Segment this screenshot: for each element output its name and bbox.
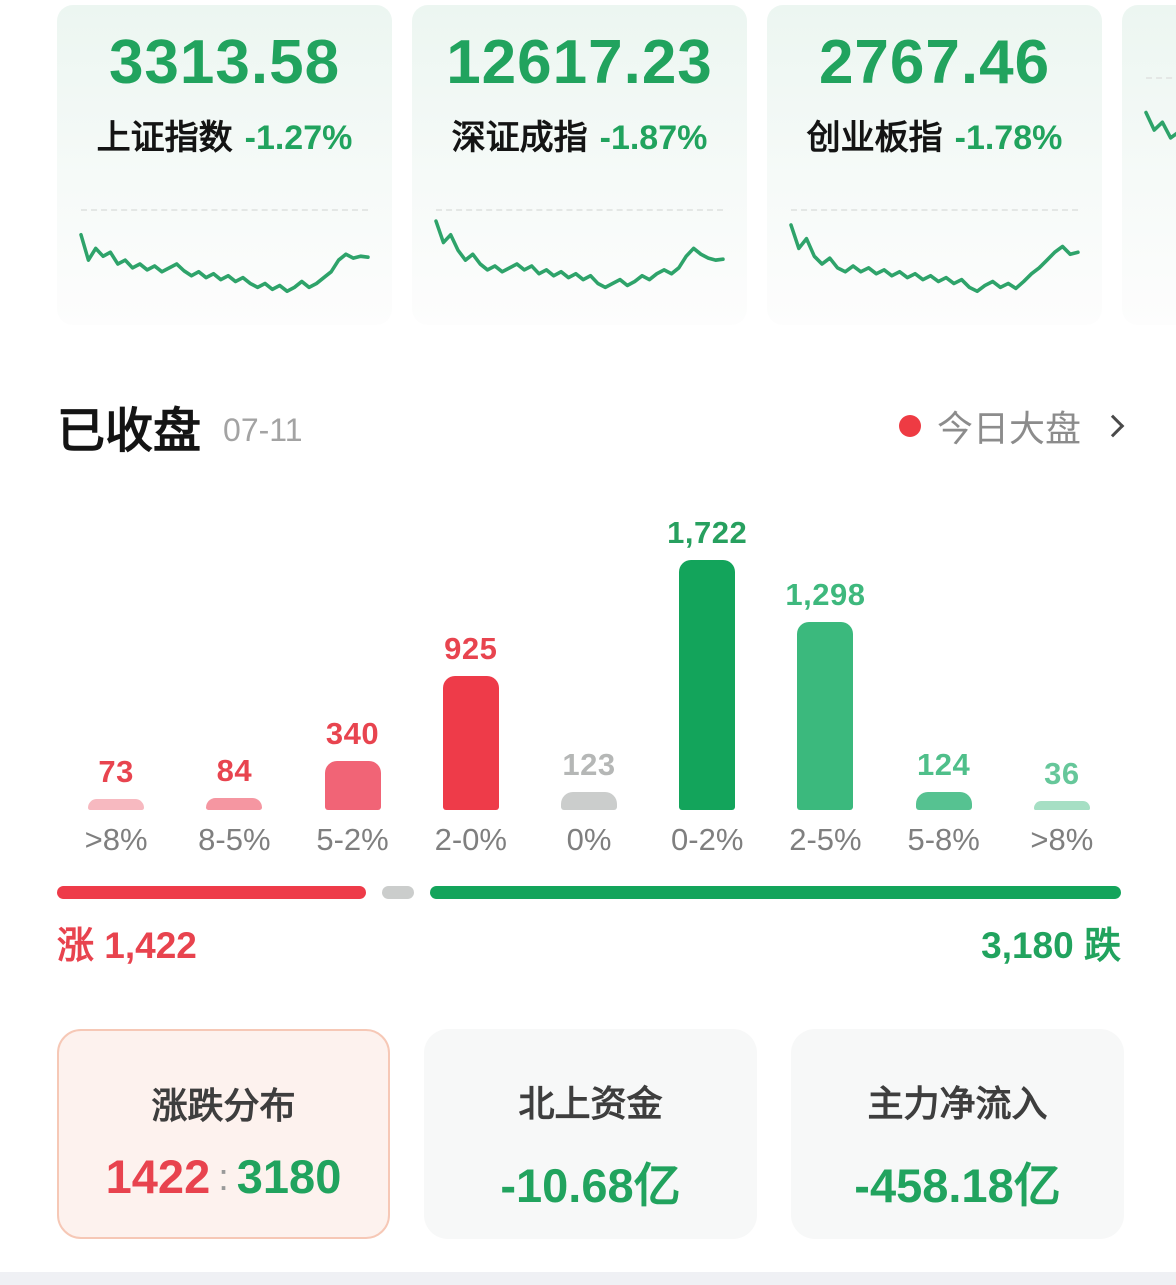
index-card-chinext[interactable]: 2767.46 创业板指 -1.78% (767, 5, 1102, 325)
bar-rect (560, 792, 617, 810)
bar-column-0: 73 >8% (57, 754, 175, 862)
ratio-separator: : (218, 1157, 229, 1199)
bar-value-label: 84 (216, 752, 253, 788)
sparkline-reference-line (1146, 77, 1176, 79)
bar-value-label: 1,722 (667, 515, 748, 550)
bar-rect (797, 621, 854, 810)
bar-column-7: 124 5-8% (885, 747, 1003, 862)
sparkline-svg (434, 219, 725, 290)
bar-column-6: 1,298 2-5% (766, 577, 884, 862)
bar-value-label: 340 (325, 715, 380, 751)
index-value: 12617.23 (446, 28, 713, 97)
sparkline-reference-line (81, 209, 368, 211)
sparkline-chart (1144, 77, 1176, 187)
bar-category-label: >8% (84, 822, 148, 857)
card-advance-decline-distribution[interactable]: 涨跌分布 1422:3180 (57, 1029, 390, 1239)
up-count: 1422 (105, 1150, 211, 1203)
index-card-partial[interactable] (1122, 5, 1176, 325)
bar-rect (88, 799, 145, 810)
bar-category-label: 0% (566, 822, 612, 857)
index-name: 上证指数 (96, 119, 233, 157)
bottom-divider-band (0, 1272, 1176, 1285)
bar-rect (324, 760, 381, 810)
bar-value-label: 36 (1044, 756, 1080, 791)
chevron-right-icon (1101, 414, 1125, 438)
summary-card-row: 涨跌分布 1422:3180 北上资金 -10.68亿 主力净流入 -458.1… (57, 1029, 1124, 1239)
bar-column-5: 1,722 0-2% (648, 515, 766, 862)
bar-value-label: 124 (917, 747, 971, 782)
index-card-shanghai[interactable]: 3313.58 上证指数 -1.27% (57, 5, 392, 325)
index-value: 3313.58 (108, 28, 341, 97)
bar-category-label: 5-8% (907, 822, 980, 857)
bar-column-4: 123 0% (530, 747, 648, 862)
bar-rect (915, 792, 972, 810)
advance-decline-ratio-bar (57, 886, 1121, 899)
section-header: 已收盘 07-11 今日大盘 (57, 396, 1125, 458)
card-value: 1422:3180 (59, 1149, 388, 1204)
bar-category-label: 0-2% (671, 822, 744, 857)
bar-rect (1033, 801, 1090, 810)
market-status-title: 已收盘 (57, 405, 202, 458)
bar-value-label: 1,298 (785, 576, 866, 612)
bar-value-label: 925 (444, 630, 498, 666)
card-title: 主力净流入 (867, 1083, 1048, 1124)
bar-value-label: 73 (98, 754, 134, 790)
index-card-row: 3313.58 上证指数 -1.27% 12617.23 深证成指 -1.87%… (0, 5, 1176, 325)
card-value: -10.68亿 (500, 1159, 681, 1212)
down-count: 3180 (236, 1150, 342, 1203)
bar-category-label: 5-2% (316, 822, 389, 857)
bar-column-8: 36 >8% (1003, 756, 1121, 862)
ratio-segment-flat (382, 886, 414, 899)
bar-column-1: 84 8-5% (175, 753, 293, 862)
ratio-labels: 涨 1,422 3,180 跌 (57, 915, 1121, 969)
advancers-count: 涨 1,422 (57, 925, 197, 966)
index-change: -1.27% (244, 119, 353, 157)
live-dot-icon (898, 415, 921, 437)
sparkline-chart (789, 209, 1080, 319)
index-value: 2767.46 (818, 28, 1051, 97)
bar-rect (442, 675, 499, 810)
index-change: -1.78% (954, 119, 1063, 157)
bar-rect (206, 797, 263, 810)
ratio-segment-down (430, 886, 1121, 899)
bar-column-3: 925 2-0% (412, 631, 530, 862)
bar-value-label: 123 (562, 747, 616, 783)
card-title: 北上资金 (518, 1083, 663, 1124)
sparkline-svg (79, 232, 370, 294)
bar-rect (679, 560, 736, 810)
bar-category-label: 2-0% (434, 822, 507, 857)
card-value: -458.18亿 (854, 1159, 1061, 1212)
ratio-segment-up (57, 886, 366, 899)
index-name: 创业板指 (806, 119, 943, 157)
sparkline-svg (1144, 110, 1176, 140)
distribution-chart: 73 >8% 84 8-5% 340 5-2% 925 2-0% 123 0% 1,722 0-2% 1… (57, 476, 1121, 862)
card-main-net-inflow[interactable]: 主力净流入 -458.18亿 (791, 1029, 1124, 1239)
index-card-shenzhen[interactable]: 12617.23 深证成指 -1.87% (412, 5, 747, 325)
index-name: 深证成指 (451, 119, 588, 157)
bar-category-label: >8% (1030, 822, 1094, 857)
today-market-link[interactable]: 今日大盘 (898, 400, 1125, 452)
sparkline-chart (434, 209, 725, 319)
bar-category-label: 2-5% (789, 822, 862, 857)
sparkline-chart (79, 209, 370, 319)
sparkline-svg (789, 223, 1080, 294)
sparkline-reference-line (791, 209, 1078, 211)
market-date: 07-11 (223, 411, 303, 448)
bar-column-2: 340 5-2% (293, 716, 411, 862)
today-market-label: 今日大盘 (936, 408, 1081, 449)
bar-category-label: 8-5% (198, 822, 271, 857)
index-change: -1.87% (599, 119, 708, 157)
card-title: 涨跌分布 (151, 1085, 296, 1126)
sparkline-reference-line (436, 209, 723, 211)
decliners-count: 3,180 跌 (981, 925, 1121, 966)
card-northbound-funds[interactable]: 北上资金 -10.68亿 (424, 1029, 757, 1239)
